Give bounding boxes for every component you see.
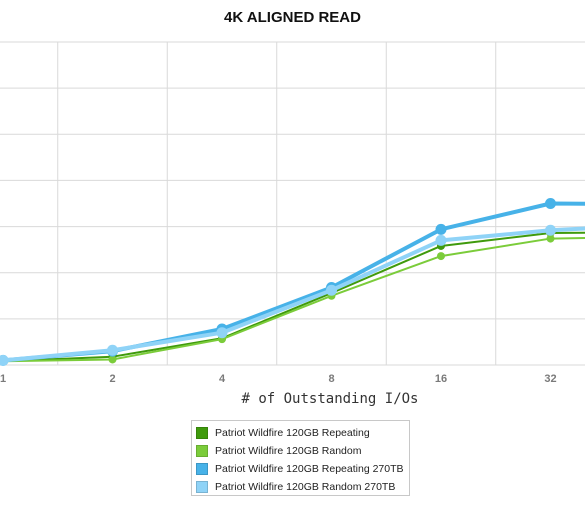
legend-item: Patriot Wildfire 120GB Random bbox=[196, 442, 409, 460]
x-tick-label: 16 bbox=[435, 373, 447, 385]
x-tick-label: 32 bbox=[544, 373, 556, 385]
legend-item: Patriot Wildfire 120GB Repeating bbox=[196, 424, 409, 442]
legend-swatch bbox=[196, 463, 208, 475]
x-tick-label: 4 bbox=[219, 373, 226, 385]
x-tick-label: 8 bbox=[328, 373, 334, 385]
legend: Patriot Wildfire 120GB Repeating Patriot … bbox=[191, 420, 410, 496]
series-line bbox=[2, 231, 585, 363]
x-tick-label: 1 bbox=[0, 373, 6, 385]
legend-item: Patriot Wildfire 120GB Repeating 270TB bbox=[196, 460, 409, 478]
data-point bbox=[435, 234, 447, 246]
x-axis-ticks: 1248163264 bbox=[0, 373, 557, 385]
data-point bbox=[216, 327, 228, 339]
legend-label: Patriot Wildfire 120GB Repeating 270TB bbox=[215, 463, 404, 475]
series-2 bbox=[0, 234, 585, 366]
data-point bbox=[546, 234, 555, 243]
data-point bbox=[435, 223, 447, 235]
x-tick-label: 2 bbox=[109, 373, 115, 385]
series-3 bbox=[0, 198, 585, 366]
series-line bbox=[2, 236, 585, 363]
legend-label: Patriot Wildfire 120GB Random 270TB bbox=[215, 481, 396, 493]
legend-swatch bbox=[196, 445, 208, 457]
data-point bbox=[545, 198, 556, 209]
legend-swatch bbox=[196, 481, 208, 493]
series-1 bbox=[0, 229, 585, 366]
data-point bbox=[545, 224, 556, 236]
series-layer bbox=[0, 198, 585, 366]
data-point bbox=[437, 252, 445, 261]
legend-item: Patriot Wildfire 120GB Random 270TB bbox=[196, 478, 409, 496]
legend-label: Patriot Wildfire 120GB Repeating bbox=[215, 427, 370, 439]
data-point bbox=[107, 344, 118, 356]
grid bbox=[0, 41, 585, 366]
series-line bbox=[1, 226, 585, 363]
data-point bbox=[108, 355, 117, 364]
plot-area: 1248163264 bbox=[0, 41, 585, 385]
x-axis-label: # of Outstanding I/Os bbox=[241, 391, 419, 407]
data-point bbox=[0, 354, 9, 366]
series-4 bbox=[0, 224, 585, 366]
chart-title: 4K ALIGNED READ bbox=[224, 9, 361, 26]
legend-label: Patriot Wildfire 120GB Random bbox=[215, 445, 362, 457]
data-point bbox=[326, 284, 337, 296]
legend-swatch bbox=[196, 427, 208, 439]
